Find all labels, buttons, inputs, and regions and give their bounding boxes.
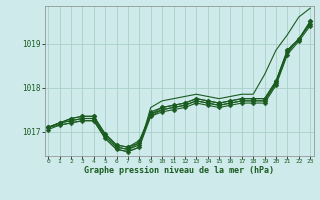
X-axis label: Graphe pression niveau de la mer (hPa): Graphe pression niveau de la mer (hPa) (84, 166, 274, 175)
